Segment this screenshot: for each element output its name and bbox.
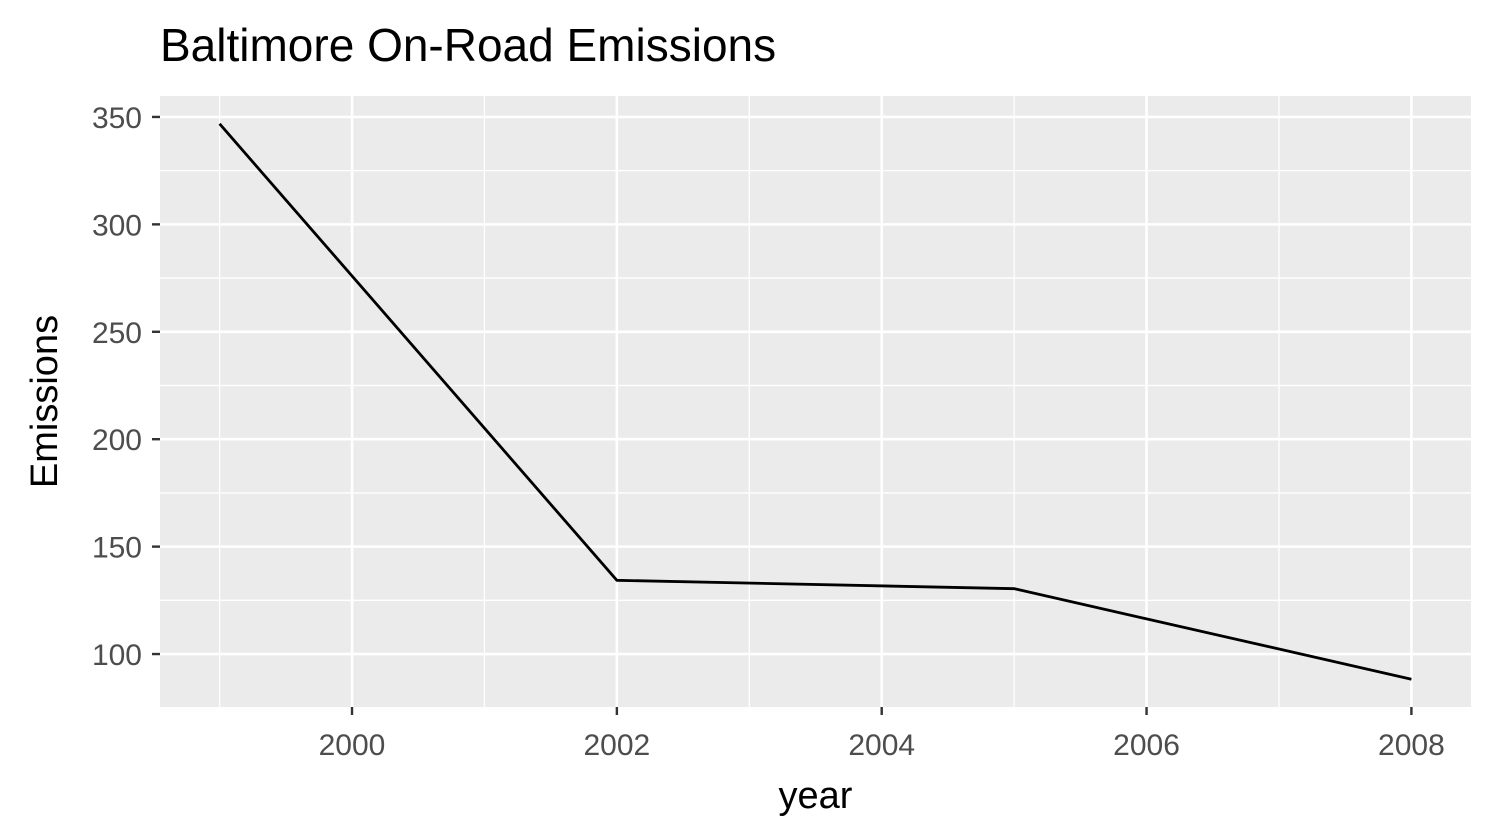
series-line — [218, 122, 1412, 681]
y-tick-label: 300 — [92, 209, 142, 242]
x-tick-label: 2002 — [583, 729, 650, 762]
x-tick-label: 2004 — [848, 729, 915, 762]
panel-background — [160, 96, 1471, 707]
chart-title: Baltimore On-Road Emissions — [160, 19, 777, 71]
x-tick-label: 2006 — [1113, 729, 1180, 762]
y-axis-title: Emissions — [24, 315, 66, 488]
y-tick-label: 350 — [92, 102, 142, 135]
y-tick-label: 150 — [92, 532, 142, 565]
x-tick-label: 2000 — [319, 729, 386, 762]
y-tick-label: 250 — [92, 317, 142, 350]
y-tick-label: 200 — [92, 424, 142, 457]
x-tick-label: 2008 — [1378, 729, 1445, 762]
y-tick-label: 100 — [92, 639, 142, 672]
x-axis-title: year — [779, 775, 853, 817]
